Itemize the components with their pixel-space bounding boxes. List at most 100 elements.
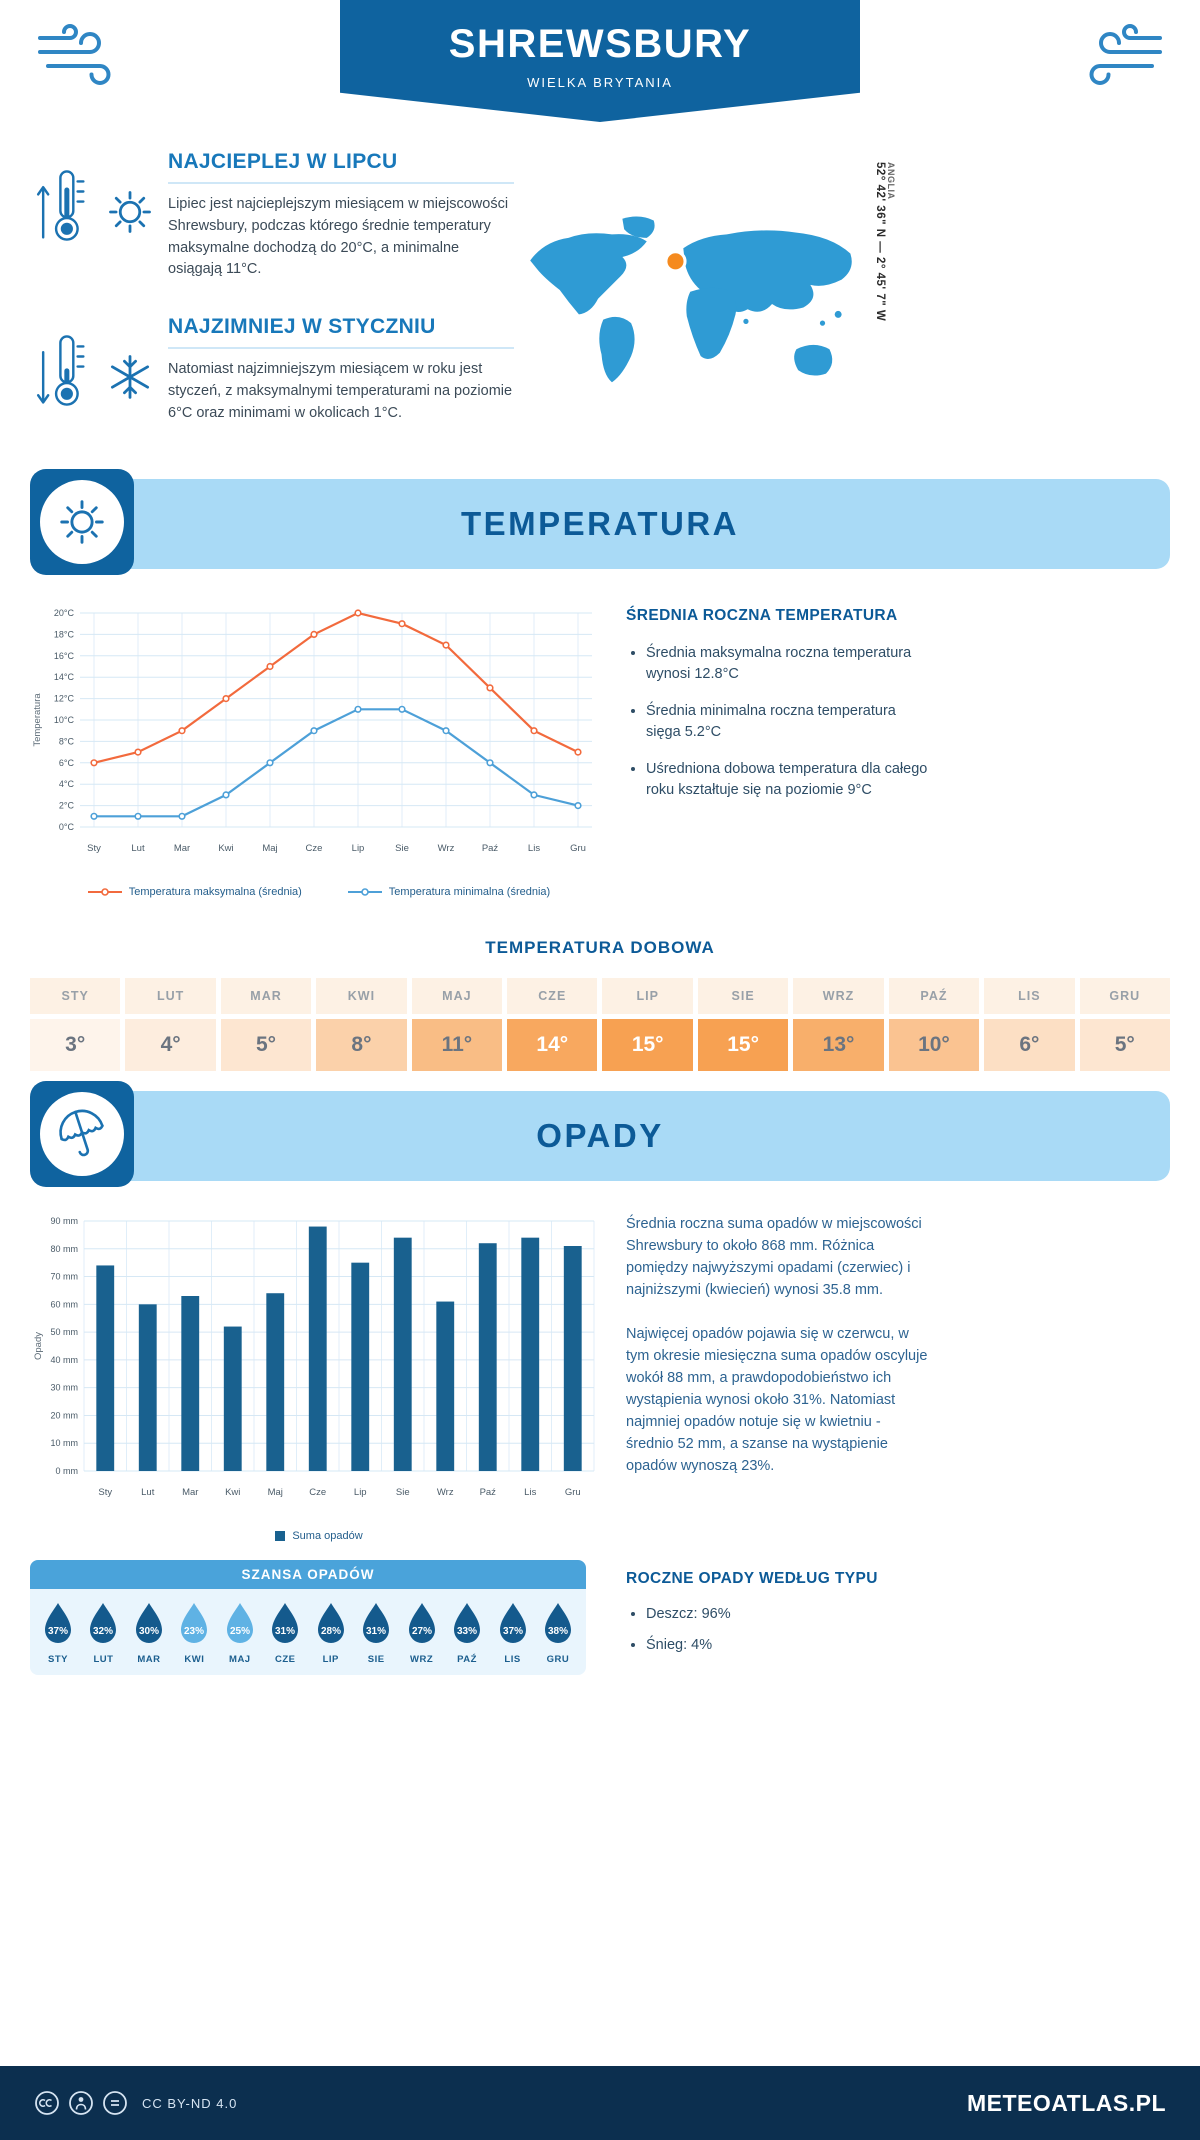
svg-text:Kwi: Kwi: [225, 1487, 240, 1498]
snowflake-icon: [110, 355, 150, 399]
precipitation-paragraph: Średnia roczna suma opadów w miejscowośc…: [626, 1216, 922, 1299]
daily-month-header: LIP: [602, 978, 693, 1014]
rain-chance-cell: 30% MAR: [129, 1601, 169, 1665]
precipitation-banner-icon: [30, 1081, 134, 1187]
svg-text:Lis: Lis: [528, 843, 540, 854]
precipitation-paragraph: Najwięcej opadów pojawia się w czerwcu, …: [626, 1326, 928, 1475]
sun-icon: [109, 191, 151, 233]
svg-text:Cze: Cze: [306, 843, 323, 854]
thermometer-down-icon: [36, 335, 85, 406]
svg-text:40 mm: 40 mm: [50, 1355, 78, 1365]
daily-temperature-cell: 14°: [507, 1019, 598, 1071]
cc-icon: [35, 2091, 59, 2115]
svg-text:Maj: Maj: [262, 843, 277, 854]
precipitation-types: ROCZNE OPADY WEDŁUG TYPU Deszcz: 96% Śni…: [626, 1560, 946, 1675]
svg-text:14°C: 14°C: [54, 672, 75, 682]
svg-text:Opady: Opady: [33, 1332, 44, 1360]
precipitation-legend: Suma opadów: [30, 1530, 608, 1542]
svg-text:37%: 37%: [503, 1626, 523, 1637]
svg-text:Sie: Sie: [396, 1487, 410, 1498]
svg-text:Wrz: Wrz: [438, 843, 455, 854]
legend-precipitation-sum: Suma opadów: [275, 1530, 363, 1542]
svg-text:8°C: 8°C: [59, 736, 75, 746]
license-label[interactable]: CC BY-ND 4.0: [142, 2095, 238, 2111]
daily-temperature-cell: 10°: [888, 1019, 980, 1071]
raindrop-icon: 25%: [226, 1603, 253, 1643]
temperature-bullet: Średnia minimalna roczna temperatura się…: [646, 701, 928, 743]
svg-text:32%: 32%: [93, 1626, 113, 1637]
coordinates: 52° 42' 36" N — 2° 45' 7" W ANGLIA: [874, 162, 898, 459]
raindrop-icon: 33%: [454, 1603, 481, 1643]
cc-by-icon: [69, 2091, 93, 2115]
cc-license-icons[interactable]: [34, 2090, 128, 2116]
umbrella-icon: [40, 1092, 124, 1176]
svg-text:Mar: Mar: [182, 1487, 198, 1498]
svg-text:27%: 27%: [412, 1626, 432, 1637]
svg-text:Paź: Paź: [480, 1487, 497, 1498]
svg-text:Gru: Gru: [565, 1487, 581, 1498]
rain-chance-month: CZE: [275, 1654, 296, 1665]
daily-month-header: LIS: [984, 978, 1075, 1014]
svg-text:6°C: 6°C: [59, 758, 75, 768]
location-marker: [664, 250, 687, 273]
svg-text:Sty: Sty: [87, 843, 101, 854]
rain-chance-month: LUT: [93, 1654, 114, 1665]
svg-text:Wrz: Wrz: [437, 1487, 454, 1498]
svg-text:31%: 31%: [275, 1626, 295, 1637]
daily-month-header: SIE: [697, 978, 789, 1014]
daily-temperature-cell: 15°: [697, 1019, 789, 1071]
intro-section: NAJCIEPLEJ W LIPCU Lipiec jest najcieple…: [0, 132, 1200, 459]
rain-chance-month: LIP: [322, 1654, 339, 1665]
temperature-legend: Temperatura maksymalna (średnia) Tempera…: [30, 886, 608, 898]
precipitation-type-bullet: Śnieg: 4%: [646, 1635, 946, 1656]
page-title: SHREWSBURY: [448, 22, 752, 66]
svg-text:Lut: Lut: [141, 1487, 155, 1498]
rain-chance-cell: 28% LIP: [311, 1601, 351, 1665]
rain-chance-month: PAŹ: [457, 1654, 477, 1665]
cc-nd-icon: [103, 2091, 127, 2115]
daily-temperature-table: STY LUT MAR KWI MAJ CZE LIP SIE WRZ PAŹ LIS GRU 3° 4°…: [30, 978, 1170, 1071]
temperature-content: Sty Lut Mar Kwi Maj Cze Lip Sie Wrz Paź Lis Gru 0°C 2…: [0, 599, 1200, 898]
coldest-paragraph: Natomiast najzimniejszym miesiącem w rok…: [168, 361, 513, 421]
header: SHREWSBURY WIELKA BRYTANIA: [0, 0, 1200, 132]
daily-month-header: MAJ: [411, 978, 503, 1014]
svg-text:Lut: Lut: [131, 843, 145, 854]
svg-text:4°C: 4°C: [59, 779, 75, 789]
daily-temperature-cell: 3°: [30, 1019, 121, 1071]
temperature-summary-list: Średnia maksymalna roczna temperatura wy…: [626, 643, 928, 801]
svg-text:30 mm: 30 mm: [50, 1383, 78, 1393]
rain-chance-month: WRZ: [410, 1654, 434, 1665]
site-logo[interactable]: METEOATLAS.PL: [966, 2089, 1166, 2116]
svg-text:Cze: Cze: [309, 1487, 326, 1498]
rain-chance-cell: 37% STY: [38, 1601, 78, 1665]
svg-text:0 mm: 0 mm: [56, 1466, 79, 1476]
precipitation-section-title: OPADY: [536, 1117, 664, 1154]
rain-chance-month: STY: [48, 1654, 68, 1665]
sun-icon: [40, 480, 124, 564]
raindrop-icon: 37%: [45, 1603, 71, 1643]
rain-chance-month: MAR: [137, 1654, 161, 1665]
rain-chance-cell: 37% LIS: [493, 1601, 533, 1665]
daily-temperature-heading: TEMPERATURA DOBOWA: [485, 938, 715, 957]
rain-chance-cell: 31% CZE: [265, 1601, 305, 1665]
precipitation-content: 0 mm 10 mm 20 mm 30 mm 40 mm 50 mm 60 mm 70 mm 8…: [0, 1211, 1200, 1542]
rain-chance-month: MAJ: [229, 1654, 251, 1665]
daily-temperature-cell: 4°: [125, 1019, 216, 1071]
warmest-heading: NAJCIEPLEJ W LIPCU: [168, 150, 514, 184]
svg-text:25%: 25%: [230, 1626, 250, 1637]
thermometer-up-icon: [36, 170, 85, 241]
warm-icons: [36, 146, 158, 281]
daily-temperature-cell: 6°: [984, 1019, 1075, 1071]
bar-swatch-icon: [275, 1531, 286, 1541]
svg-text:Gru: Gru: [570, 843, 586, 854]
svg-text:70 mm: 70 mm: [50, 1272, 78, 1282]
daily-temperature-cell: 11°: [411, 1019, 503, 1071]
spacer: [0, 1675, 1200, 2066]
svg-text:Lip: Lip: [352, 843, 365, 854]
svg-text:90 mm: 90 mm: [50, 1216, 78, 1226]
coldest-heading: NAJZIMNIEJ W STYCZNIU: [168, 315, 514, 349]
svg-text:33%: 33%: [457, 1626, 477, 1637]
rain-chance-month: SIE: [367, 1654, 385, 1665]
rain-chance-month: LIS: [504, 1654, 521, 1665]
